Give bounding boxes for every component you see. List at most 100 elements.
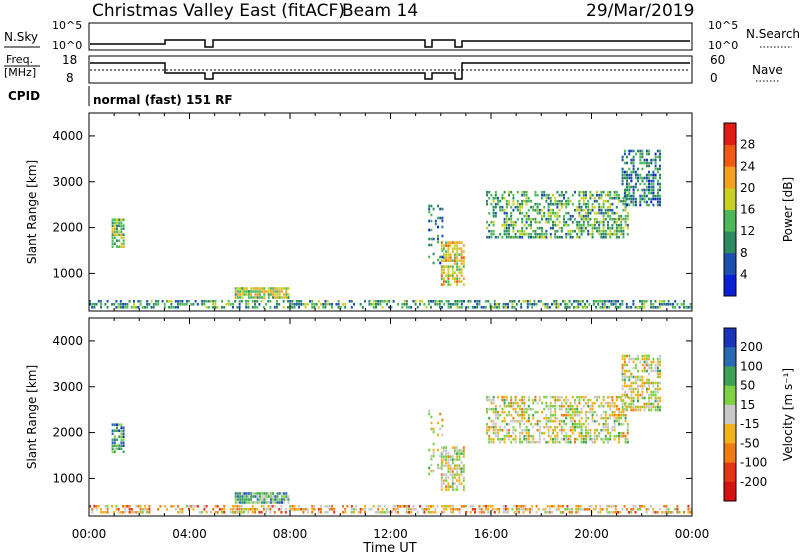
velocity-cell bbox=[449, 455, 452, 458]
power-cell bbox=[580, 196, 583, 200]
power-cell bbox=[106, 300, 109, 303]
velocity-cell bbox=[439, 427, 442, 431]
velocity-cell bbox=[549, 437, 552, 441]
power-cell bbox=[618, 223, 620, 227]
power-cell bbox=[611, 223, 614, 227]
velocity-cell bbox=[544, 511, 547, 514]
power-cell bbox=[122, 306, 124, 309]
power-cell bbox=[428, 207, 431, 211]
velocity-cell bbox=[560, 419, 563, 423]
power-cell bbox=[460, 250, 463, 253]
power-cell bbox=[563, 217, 565, 221]
velocity-cell bbox=[565, 416, 568, 420]
velocity-cell bbox=[645, 381, 648, 385]
power-cell bbox=[512, 193, 515, 197]
power-cell bbox=[276, 296, 279, 299]
power-cell bbox=[607, 232, 609, 236]
power-cell bbox=[456, 244, 459, 247]
velocity-cell bbox=[521, 401, 524, 405]
velocity-cell bbox=[456, 485, 459, 488]
velocity-cell bbox=[128, 511, 131, 514]
velocity-cell bbox=[535, 511, 538, 514]
power-cell bbox=[478, 300, 481, 303]
velocity-cell bbox=[532, 434, 535, 438]
velocity-cell bbox=[440, 446, 443, 449]
power-cell bbox=[630, 185, 633, 189]
power-cell bbox=[401, 306, 404, 309]
velocity-cell bbox=[451, 482, 454, 485]
velocity-cell bbox=[493, 508, 496, 511]
velocity-cell bbox=[283, 492, 286, 495]
velocity-cell bbox=[280, 492, 283, 495]
velocity-cell bbox=[262, 508, 265, 511]
power-cell bbox=[645, 158, 648, 162]
power-cell bbox=[508, 226, 510, 230]
velocity-cell bbox=[508, 404, 510, 408]
velocity-cell bbox=[654, 405, 657, 409]
velocity-cell bbox=[634, 363, 637, 367]
power-cell bbox=[375, 306, 377, 309]
power-cell bbox=[611, 208, 614, 212]
velocity-cell bbox=[278, 498, 281, 501]
velocity-cell bbox=[392, 508, 395, 511]
velocity-cell bbox=[120, 426, 123, 429]
velocity-cell bbox=[390, 511, 393, 514]
power-cell bbox=[432, 252, 435, 256]
velocity-cell bbox=[553, 505, 556, 508]
power-cell bbox=[614, 300, 617, 303]
power-cell bbox=[451, 250, 454, 253]
velocity-cell bbox=[111, 432, 114, 435]
velocity-cell bbox=[577, 511, 580, 514]
velocity-cell bbox=[569, 407, 572, 411]
velocity-cell bbox=[510, 434, 513, 438]
power-cell bbox=[498, 303, 501, 306]
velocity-cell bbox=[634, 375, 637, 379]
power-cell bbox=[302, 303, 305, 306]
power-cell bbox=[632, 188, 635, 192]
power-cell bbox=[245, 290, 248, 293]
velocity-cell bbox=[188, 508, 190, 511]
velocity-cell bbox=[501, 428, 504, 432]
power-cell bbox=[643, 303, 646, 306]
power-cell bbox=[525, 190, 528, 194]
velocity-cell bbox=[247, 498, 250, 501]
power-cell bbox=[298, 303, 300, 306]
power-cell bbox=[611, 211, 614, 215]
velocity-cell bbox=[530, 440, 532, 444]
power-cell bbox=[104, 303, 107, 306]
power-cell bbox=[576, 223, 579, 227]
power-cell bbox=[403, 303, 406, 306]
velocity-cell bbox=[443, 511, 446, 514]
power-cell bbox=[622, 235, 625, 239]
velocity-cell bbox=[621, 402, 624, 406]
velocity-cell bbox=[654, 363, 657, 367]
velocity-cell bbox=[508, 401, 510, 405]
power-cell bbox=[496, 306, 498, 309]
power-cell bbox=[652, 179, 655, 183]
velocity-cell bbox=[447, 455, 450, 458]
velocity-cell bbox=[639, 375, 642, 379]
velocity-cell bbox=[313, 508, 316, 511]
velocity-cell bbox=[445, 446, 448, 449]
power-cell bbox=[630, 149, 633, 153]
velocity-cell bbox=[645, 354, 648, 358]
power-cell bbox=[579, 303, 582, 306]
power-cell bbox=[598, 208, 601, 212]
velocity-cell bbox=[626, 422, 629, 426]
power-cell bbox=[512, 202, 515, 206]
velocity-cell bbox=[478, 511, 481, 514]
velocity-cell bbox=[243, 492, 246, 495]
velocity-cell bbox=[578, 425, 581, 429]
power-cell bbox=[445, 253, 448, 256]
power-cell bbox=[641, 152, 644, 156]
power-cell bbox=[260, 300, 263, 303]
power-cell bbox=[304, 306, 307, 309]
power-cell bbox=[276, 306, 278, 309]
power-cell bbox=[652, 173, 655, 177]
power-cell bbox=[462, 277, 465, 280]
power-cell bbox=[212, 303, 215, 306]
velocity-cell bbox=[521, 419, 524, 423]
power-cell bbox=[447, 274, 450, 277]
power-cell bbox=[453, 241, 456, 244]
